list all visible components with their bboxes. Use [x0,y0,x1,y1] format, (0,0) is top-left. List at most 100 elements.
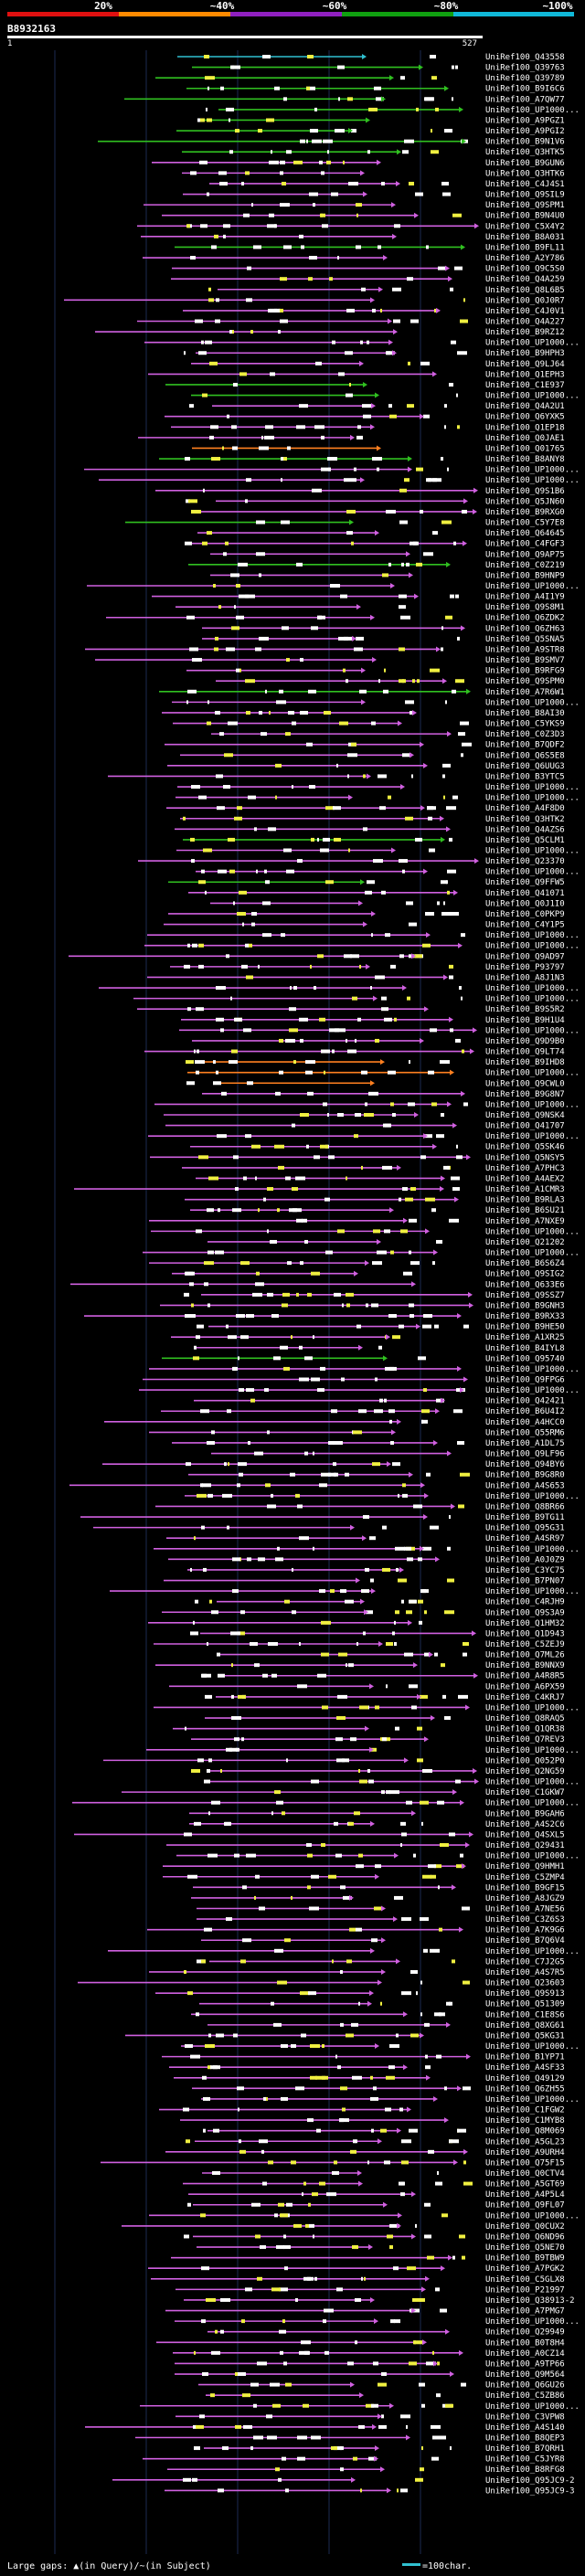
hit-label[interactable]: UniRef100_UP1000... [485,1587,580,1596]
hit-row[interactable]: UniRef100_A4S7R5 [149,1968,565,1977]
hit-row[interactable]: UniRef100_B7QDF2 [165,741,565,750]
hit-row[interactable]: UniRef100_UP1000... [179,1026,580,1035]
hit-label[interactable]: UniRef100_UP1000... [485,1227,580,1236]
hit-row[interactable]: UniRef100_UP1000... [72,1799,580,1808]
hit-label[interactable]: UniRef100_UP1000... [485,1947,580,1956]
hit-row[interactable]: UniRef100_Q4A2U1 [189,402,565,411]
hit-label[interactable]: UniRef100_C4RJH9 [485,1598,565,1607]
hit-row[interactable]: UniRef100_B9RLA3 [185,1196,565,1205]
hit-label[interactable]: UniRef100_B9RZ12 [485,328,565,337]
hit-row[interactable]: UniRef100_C3Z6S3 [197,1915,565,1924]
hit-row[interactable]: UniRef100_B9NNX9 [155,1661,565,1670]
hit-row[interactable]: UniRef100_Q9S3A9 [162,1608,565,1617]
hit-row[interactable]: UniRef100_B3YTC5 [108,772,565,781]
hit-label[interactable]: UniRef100_Q6GU26 [485,2381,565,2390]
hit-row[interactable]: UniRef100_UP1000... [191,392,580,401]
hit-label[interactable]: UniRef100_B9GNH3 [485,1301,565,1310]
hit-label[interactable]: UniRef100_Q9S3A9 [485,1608,565,1617]
hit-row[interactable]: UniRef100_UP1000... [181,2042,580,2051]
hit-label[interactable]: UniRef100_Q0CUX2 [485,2222,565,2231]
hit-label[interactable]: UniRef100_A4AEX2 [485,1174,565,1183]
hit-row[interactable]: UniRef100_B8QEP3 [135,2434,565,2443]
hit-label[interactable]: UniRef100_UP1000... [485,339,580,348]
hit-row[interactable]: UniRef100_C5ZB86 [206,2391,565,2401]
hit-row[interactable]: UniRef100_UP1000... [204,1778,580,1787]
hit-row[interactable]: UniRef100_Q95JC9-3 [165,2486,575,2496]
hit-row[interactable]: UniRef100_B9IHD8 [186,1058,565,1067]
hit-row[interactable]: UniRef100_Q23603 [78,1979,565,1988]
hit-label[interactable]: UniRef100_Q1QR38 [485,1725,565,1734]
hit-label[interactable]: UniRef100_Q2NG59 [485,1767,565,1776]
hit-row[interactable]: UniRef100_C4FGF3 [185,540,565,549]
hit-row[interactable]: UniRef100_B9RZ12 [95,328,565,337]
hit-row[interactable]: UniRef100_Q9LT74 [144,1048,565,1057]
hit-row[interactable]: UniRef100_C4J4S1 [209,180,565,189]
hit-label[interactable]: UniRef100_B9GUN6 [485,159,565,168]
hit-row[interactable]: UniRef100_Q9LJ64 [191,360,565,369]
hit-row[interactable]: UniRef100_C4RJH9 [195,1598,565,1607]
hit-label[interactable]: UniRef100_B9GAH6 [485,1809,565,1818]
hit-label[interactable]: UniRef100_UP1000... [485,1778,580,1787]
hit-row[interactable]: UniRef100_C5JYR8 [143,2455,565,2465]
hit-label[interactable]: UniRef100_C0PKP9 [485,910,565,919]
hit-label[interactable]: UniRef100_Q9SSZ7 [485,1291,565,1300]
hit-row[interactable]: UniRef100_B9H1U4 [181,1016,565,1025]
hit-row[interactable]: UniRef100_C7J2G5 [197,1957,565,1966]
hit-label[interactable]: UniRef100_A7R6W1 [485,688,565,697]
hit-label[interactable]: UniRef100_UP1000... [485,1492,580,1501]
hit-label[interactable]: UniRef100_B9N1V6 [485,138,565,147]
hit-row[interactable]: UniRef100_A1DL75 [172,1439,565,1448]
hit-row[interactable]: UniRef100_Q8XG61 [207,2021,565,2030]
hit-label[interactable]: UniRef100_Q1EPH3 [485,370,565,379]
hit-row[interactable]: UniRef100_Q3HTK5 [182,148,565,157]
hit-row[interactable]: UniRef100_B8RFG8 [167,2465,565,2475]
hit-row[interactable]: UniRef100_B9GAH6 [189,1809,565,1818]
hit-row[interactable]: UniRef100_B8AI30 [162,709,565,718]
hit-label[interactable]: UniRef100_B9HPH3 [485,349,565,358]
hit-label[interactable]: UniRef100_UP1000... [485,1249,580,1258]
hit-row[interactable]: UniRef100_Q0CTV4 [202,2169,565,2178]
hit-label[interactable]: UniRef100_Q9SPM1 [485,201,565,210]
hit-row[interactable]: UniRef100_UP1000... [87,582,580,591]
hit-label[interactable]: UniRef100_A4SR97 [485,1534,565,1543]
hit-label[interactable]: UniRef100_Q633E6 [485,1280,565,1289]
hit-label[interactable]: UniRef100_UP1000... [485,466,580,475]
hit-label[interactable]: UniRef100_B9TG11 [485,1513,565,1522]
hit-label[interactable]: UniRef100_UP1000... [485,2095,580,2104]
hit-row[interactable]: UniRef100_B9RX33 [84,1312,565,1321]
hit-row[interactable]: UniRef100_C0Z3D3 [211,730,565,739]
hit-label[interactable]: UniRef100_Q9FFW5 [485,878,565,887]
hit-row[interactable]: UniRef100_B4IYL8 [194,1344,565,1353]
hit-label[interactable]: UniRef100_UP1000... [485,847,580,856]
hit-label[interactable]: UniRef100_A4F8D0 [485,804,565,813]
hit-label[interactable]: UniRef100_Q9LF96 [485,1450,565,1459]
hit-row[interactable]: UniRef100_Q8L6B5 [208,286,565,295]
hit-label[interactable]: UniRef100_A1CMR3 [485,1185,565,1194]
hit-label[interactable]: UniRef100_Q052P0 [485,1756,565,1765]
hit-label[interactable]: UniRef100_B9S5R2 [485,1005,565,1014]
hit-row[interactable]: UniRef100_UP1000... [176,794,580,803]
hit-row[interactable]: UniRef100_Q42421 [194,1397,565,1406]
hit-row[interactable]: UniRef100_UP1000... [172,698,580,707]
hit-label[interactable]: UniRef100_UP1000... [485,1132,580,1141]
hit-label[interactable]: UniRef100_B9TBW9 [485,2254,565,2263]
hit-row[interactable]: UniRef100_Q01765 [192,444,565,453]
hit-label[interactable]: UniRef100_Q9AP75 [485,550,565,559]
hit-row[interactable]: UniRef100_Q6YXK5 [165,413,565,422]
hit-label[interactable]: UniRef100_A4S2C6 [485,1820,565,1829]
hit-row[interactable]: UniRef100_C5X4Y2 [137,222,565,231]
hit-label[interactable]: UniRef100_B6SU21 [485,1206,565,1215]
hit-label[interactable]: UniRef100_Q5CLM1 [485,836,565,845]
hit-label[interactable]: UniRef100_C3VPW8 [485,2412,565,2422]
hit-row[interactable]: UniRef100_A1CMR3 [74,1185,565,1194]
hit-label[interactable]: UniRef100_A8JGZ9 [485,1894,565,1903]
hit-label[interactable]: UniRef100_B7PN07 [485,1577,565,1586]
hit-label[interactable]: UniRef100_C4J4S1 [485,180,565,189]
hit-row[interactable]: UniRef100_Q6S5E8 [180,751,565,760]
hit-row[interactable]: UniRef100_UP1000... [146,1746,580,1755]
hit-row[interactable]: UniRef100_B9HE50 [197,1323,565,1332]
hit-row[interactable]: UniRef100_UP1000... [84,466,580,475]
hit-label[interactable]: UniRef100_Q29431 [485,1841,565,1850]
hit-row[interactable]: UniRef100_Q633E6 [70,1280,565,1289]
hit-label[interactable]: UniRef100_C5ZEJ9 [485,1640,565,1649]
